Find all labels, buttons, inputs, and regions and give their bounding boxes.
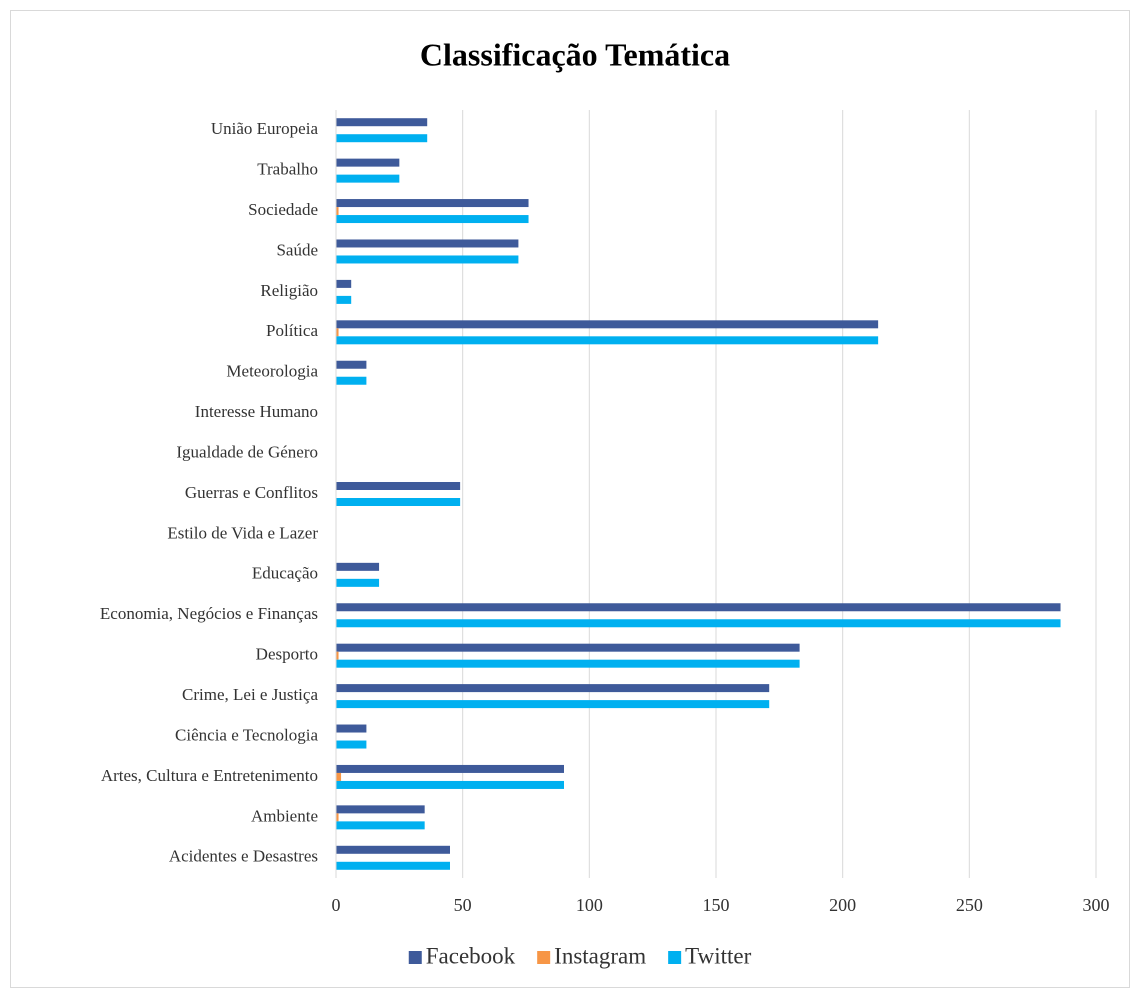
bar — [336, 643, 800, 652]
legend-swatch — [408, 951, 422, 964]
y-tick-label: Política — [266, 321, 318, 340]
legend-label: Twitter — [685, 943, 751, 968]
y-tick-label: Artes, Cultura e Entretenimento — [101, 766, 318, 785]
x-tick-label: 300 — [1083, 895, 1110, 915]
bar — [336, 207, 339, 216]
y-tick-label: União Europeia — [211, 119, 319, 138]
bar — [336, 861, 450, 870]
bar — [336, 805, 425, 814]
y-tick-label: Meteorologia — [226, 362, 318, 381]
y-tick-label: Sociedade — [248, 200, 318, 219]
x-tick-label: 0 — [332, 895, 341, 915]
x-tick-label: 50 — [454, 895, 472, 915]
y-tick-label: Educação — [252, 564, 318, 583]
bar — [336, 498, 461, 506]
bar — [336, 659, 800, 668]
y-tick-label: Ambiente — [251, 806, 318, 825]
bar — [336, 724, 367, 733]
y-tick-label: Religião — [260, 281, 318, 300]
bar — [336, 764, 564, 773]
x-tick-label: 250 — [956, 895, 983, 915]
y-tick-label: Acidentes e Desastres — [169, 847, 318, 866]
y-tick-label: Desporto — [256, 645, 318, 664]
bar — [336, 134, 428, 143]
bar — [336, 255, 519, 264]
bar — [336, 603, 1061, 612]
y-tick-label: Trabalho — [257, 160, 318, 179]
bar — [336, 482, 461, 490]
y-tick-label: Ciência e Tecnologia — [175, 725, 318, 744]
bar — [336, 279, 352, 288]
bar — [336, 336, 879, 345]
bar — [336, 700, 770, 709]
bar — [336, 320, 879, 329]
bar — [336, 619, 1061, 628]
bar — [336, 740, 367, 749]
bar — [336, 684, 770, 693]
y-tick-label: Guerras e Conflitos — [185, 483, 318, 502]
x-tick-label: 200 — [829, 895, 856, 915]
bar — [336, 360, 367, 369]
chart-border — [10, 10, 1130, 988]
y-tick-label: Igualdade de Género — [176, 442, 318, 461]
x-tick-label: 150 — [703, 895, 730, 915]
bar — [336, 215, 529, 224]
legend-label: Instagram — [554, 943, 646, 968]
bar — [336, 813, 339, 822]
y-tick-label: Crime, Lei e Justiça — [182, 685, 318, 704]
bar — [336, 118, 428, 127]
bar — [336, 772, 342, 781]
legend-swatch — [668, 951, 682, 964]
bar — [336, 845, 450, 854]
legend-label: Facebook — [426, 943, 516, 968]
y-tick-label: Economia, Negócios e Finanças — [100, 604, 318, 623]
bar — [336, 199, 529, 208]
y-tick-label: Estilo de Vida e Lazer — [167, 523, 318, 542]
bar — [336, 562, 380, 571]
bar — [336, 328, 339, 337]
bar — [336, 578, 380, 587]
y-tick-label: Saúde — [276, 240, 318, 259]
bar — [336, 376, 367, 385]
x-tick-label: 100 — [576, 895, 603, 915]
bar — [336, 780, 564, 789]
bar — [336, 651, 339, 660]
chart-title: Classificação Temática — [420, 36, 730, 72]
legend-swatch — [537, 951, 551, 964]
bar — [336, 821, 425, 830]
bar — [336, 158, 400, 167]
bar — [336, 174, 400, 183]
bar — [336, 239, 519, 248]
bar — [336, 295, 352, 304]
y-tick-label: Interesse Humano — [195, 402, 318, 421]
